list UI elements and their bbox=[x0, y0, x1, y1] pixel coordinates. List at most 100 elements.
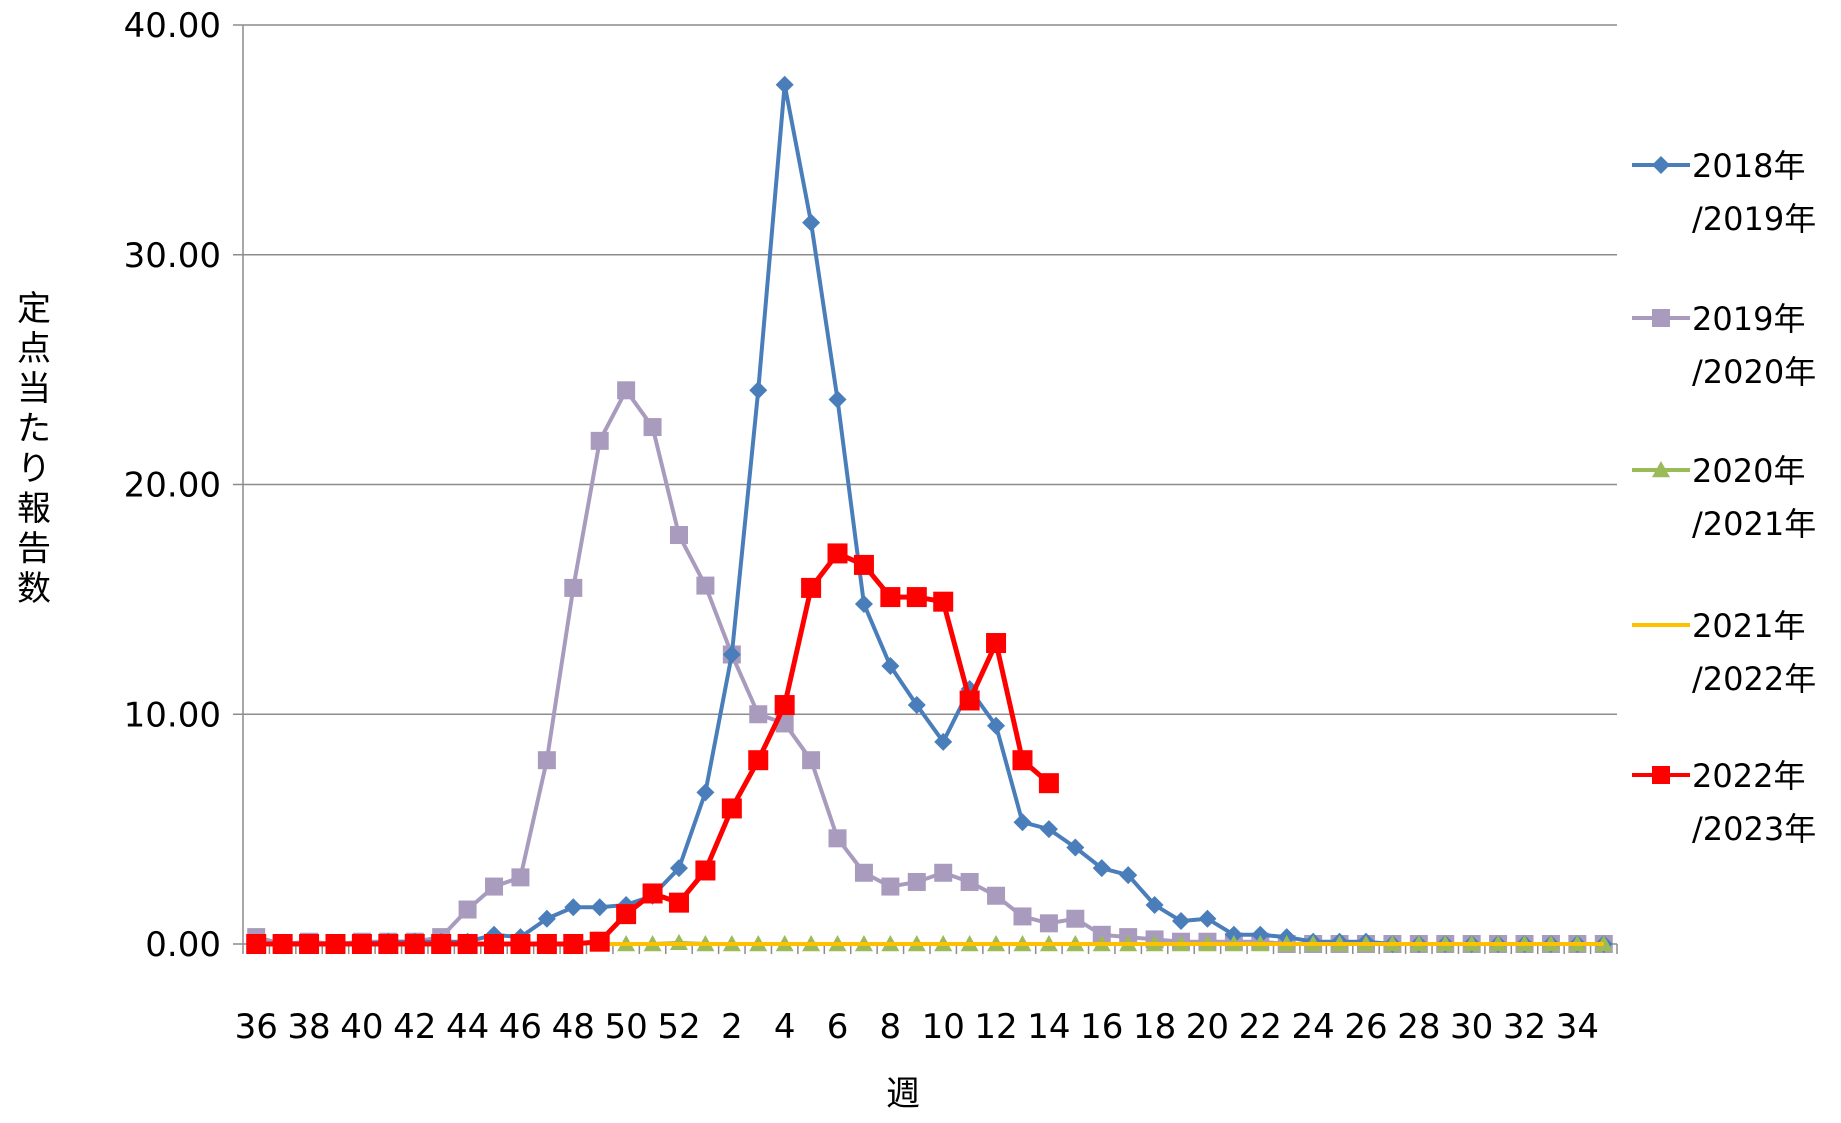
data-point bbox=[1013, 907, 1032, 926]
legend-item: 2021年/2022年 bbox=[1632, 607, 1816, 698]
data-point bbox=[669, 933, 688, 951]
y-tick-label: 0.00 bbox=[145, 925, 221, 965]
data-point bbox=[934, 863, 953, 882]
series-2 bbox=[247, 381, 1613, 953]
data-point bbox=[1039, 914, 1058, 933]
axes bbox=[242, 25, 1618, 954]
data-point bbox=[617, 381, 636, 400]
y-axis-title-char: 報 bbox=[17, 489, 51, 529]
data-point bbox=[272, 934, 293, 954]
x-tick-label: 18 bbox=[1133, 1007, 1176, 1047]
legend-label-line1: 2022年 bbox=[1692, 757, 1805, 795]
data-point bbox=[934, 732, 953, 751]
data-point bbox=[669, 526, 688, 545]
data-point bbox=[1224, 925, 1243, 944]
x-tick-label: 42 bbox=[393, 1007, 436, 1047]
data-point bbox=[589, 931, 610, 952]
legend-label-line2: /2019年 bbox=[1692, 200, 1816, 238]
data-point bbox=[1066, 838, 1085, 857]
data-point bbox=[564, 898, 583, 917]
data-point bbox=[590, 898, 609, 917]
series-1 bbox=[247, 75, 1613, 953]
data-point bbox=[563, 934, 584, 954]
x-tick-label: 48 bbox=[552, 1007, 595, 1047]
data-point bbox=[404, 934, 425, 954]
data-point bbox=[880, 587, 901, 608]
x-tick-label: 22 bbox=[1239, 1007, 1282, 1047]
data-point bbox=[325, 934, 346, 954]
x-tick-label: 34 bbox=[1556, 1007, 1599, 1047]
x-tick-label: 36 bbox=[235, 1007, 278, 1047]
data-point bbox=[881, 657, 900, 676]
data-point bbox=[959, 690, 980, 711]
data-point bbox=[854, 863, 873, 882]
legend-label-line2: /2021年 bbox=[1692, 505, 1816, 543]
data-point bbox=[485, 877, 504, 896]
legend-item: 2018年/2019年 bbox=[1632, 147, 1816, 238]
x-tick-label: 38 bbox=[287, 1007, 330, 1047]
data-point bbox=[1198, 909, 1217, 928]
data-point bbox=[616, 904, 637, 925]
data-point bbox=[827, 543, 848, 564]
data-point bbox=[906, 587, 927, 608]
y-tick-label: 20.00 bbox=[124, 466, 221, 506]
y-axis-title-char: 当 bbox=[17, 369, 51, 409]
data-point bbox=[1119, 866, 1138, 885]
data-point bbox=[1038, 773, 1059, 794]
x-tick-label: 52 bbox=[657, 1007, 700, 1047]
data-point bbox=[458, 900, 477, 919]
data-point bbox=[1172, 912, 1191, 931]
data-point bbox=[668, 892, 689, 913]
data-point bbox=[1092, 859, 1111, 878]
data-point bbox=[669, 859, 688, 878]
data-point bbox=[537, 909, 556, 928]
data-point bbox=[1145, 895, 1164, 914]
data-point bbox=[749, 705, 768, 724]
y-tick-label: 30.00 bbox=[124, 236, 221, 276]
x-tick-label: 32 bbox=[1503, 1007, 1546, 1047]
x-tick-label: 2 bbox=[721, 1007, 743, 1047]
series-line bbox=[256, 82, 1604, 946]
data-point bbox=[907, 872, 926, 891]
data-point bbox=[510, 934, 531, 954]
data-point bbox=[775, 75, 794, 94]
x-tick-label: 44 bbox=[446, 1007, 489, 1047]
data-point bbox=[1012, 750, 1033, 771]
legend-label-line2: /2020年 bbox=[1692, 353, 1816, 391]
legend-label-line1: 2018年 bbox=[1692, 147, 1805, 185]
legend: 2018年/2019年 2019年/2020年 2020年/2021年 2021年/2… bbox=[1632, 147, 1816, 848]
x-axis-title: 週 bbox=[886, 1074, 920, 1114]
series-layer bbox=[246, 75, 1613, 954]
data-point bbox=[1251, 925, 1270, 944]
data-point bbox=[721, 798, 742, 819]
y-axis-title-char: り bbox=[17, 449, 51, 489]
data-point bbox=[246, 934, 267, 954]
data-point bbox=[564, 578, 583, 597]
data-point bbox=[1652, 156, 1670, 174]
data-point bbox=[748, 750, 769, 771]
x-tick-label: 6 bbox=[827, 1007, 849, 1047]
data-point bbox=[695, 860, 716, 881]
x-tick-label: 26 bbox=[1344, 1007, 1387, 1047]
data-point bbox=[987, 886, 1006, 905]
data-point bbox=[774, 695, 795, 716]
x-tick-label: 14 bbox=[1027, 1007, 1070, 1047]
x-tick-label: 28 bbox=[1397, 1007, 1440, 1047]
x-tick-label: 50 bbox=[605, 1007, 648, 1047]
data-point bbox=[643, 418, 662, 437]
legend-item: 2019年/2020年 bbox=[1632, 300, 1816, 391]
legend-label-line2: /2022年 bbox=[1692, 660, 1816, 698]
x-axis-ticks: 36 38 40 42 44 46 48 50 52 2 4 6 8 10 12 14 16 18 20 22 24 26… bbox=[235, 1007, 1599, 1047]
legend-label-line1: 2020年 bbox=[1692, 452, 1805, 490]
data-point bbox=[828, 390, 847, 409]
data-point bbox=[484, 934, 505, 954]
x-tick-label: 12 bbox=[974, 1007, 1017, 1047]
y-axis-title-char: 数 bbox=[17, 569, 51, 609]
y-axis-title-char: 定 bbox=[17, 289, 51, 329]
data-point bbox=[1652, 461, 1670, 478]
data-point bbox=[590, 431, 609, 450]
x-tick-label: 24 bbox=[1292, 1007, 1335, 1047]
data-point bbox=[1013, 813, 1032, 832]
data-point bbox=[1039, 820, 1058, 839]
